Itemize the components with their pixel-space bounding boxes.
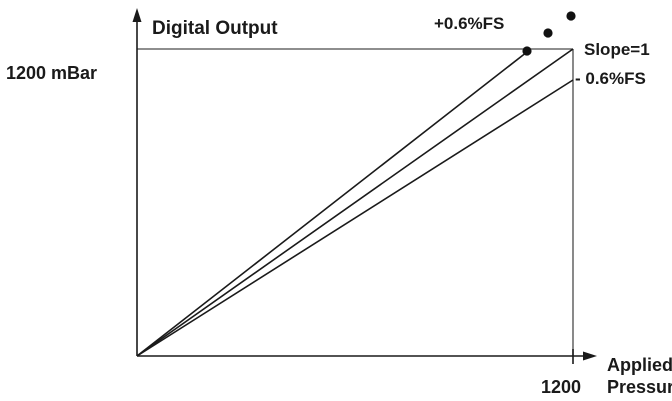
ellipsis-dot-1 bbox=[543, 28, 553, 38]
plus-tolerance-label: +0.6%FS bbox=[434, 14, 504, 33]
nominal-slope-label: Slope=1 bbox=[584, 40, 650, 59]
minus-tolerance-line bbox=[136, 79, 574, 357]
y-axis-label: Digital Output bbox=[152, 18, 278, 39]
plus-tolerance-line bbox=[136, 51, 528, 357]
x-axis-label-line1: Applied bbox=[607, 355, 672, 375]
endpoint-dot bbox=[522, 46, 532, 56]
x-max-label: 1200 bbox=[541, 377, 581, 397]
x-axis-arrow-icon bbox=[583, 351, 597, 361]
y-axis-arrow-icon bbox=[132, 8, 142, 22]
x-axis-label-line2: Pressure bbox=[607, 377, 672, 397]
minus-tolerance-label: - 0.6%FS bbox=[575, 69, 646, 88]
ellipsis-dot-2 bbox=[566, 11, 576, 21]
nominal-slope-line bbox=[136, 48, 574, 357]
y-max-label: 1200 mBar bbox=[6, 63, 97, 83]
